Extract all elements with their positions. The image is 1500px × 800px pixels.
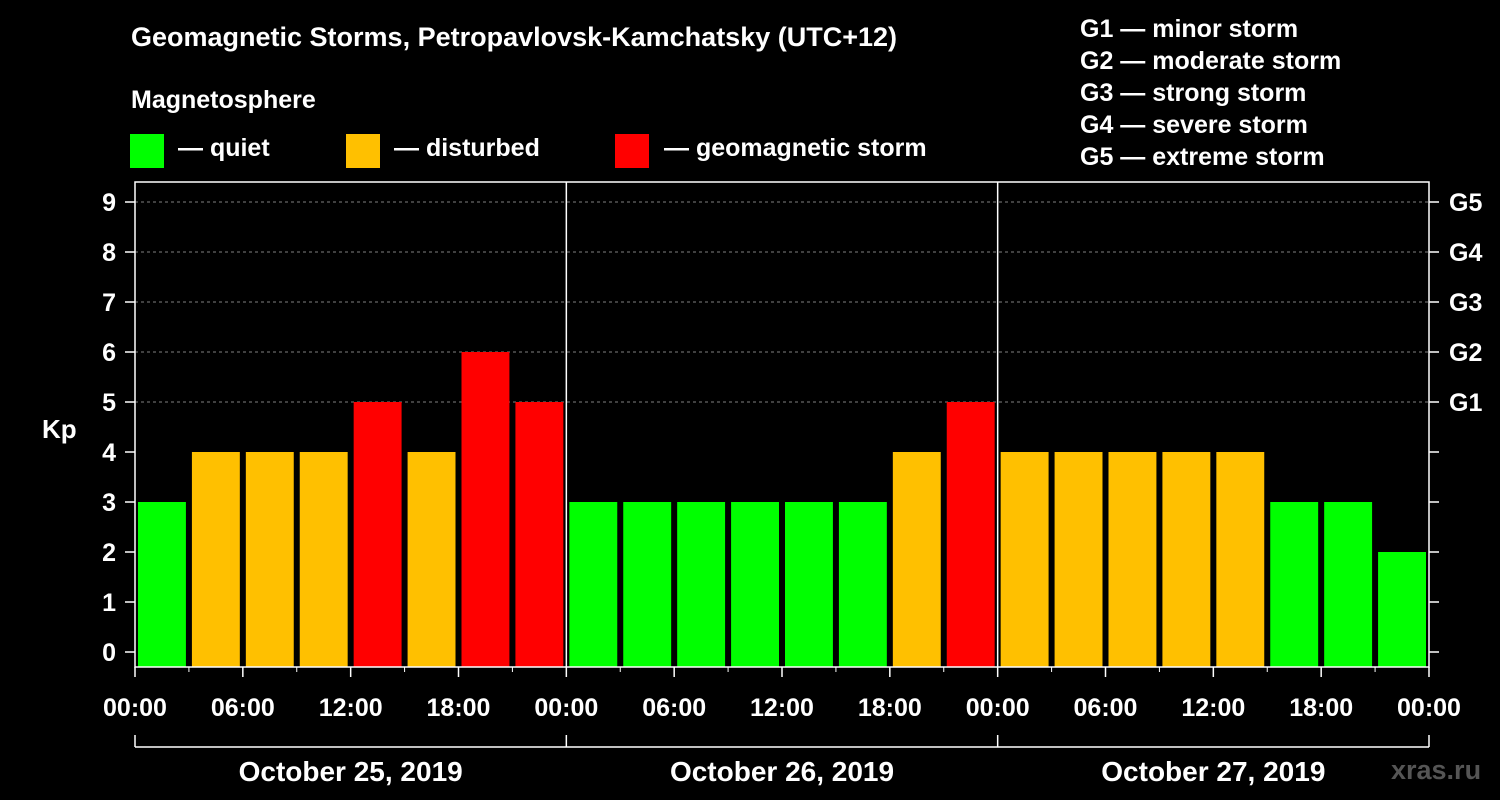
kp-bar-7 [515, 402, 564, 667]
y-tick-label-3: 3 [102, 489, 116, 517]
kp-bar-15 [946, 402, 995, 667]
kp-bar-6 [461, 352, 510, 667]
x-tick-label-10: 12:00 [1181, 694, 1245, 722]
right-tick-label-g2: G2 [1449, 339, 1482, 367]
kp-bar-1 [191, 452, 240, 667]
watermark: xras.ru [1391, 755, 1482, 785]
y-tick-label-6: 6 [102, 339, 116, 367]
kp-bar-21 [1270, 502, 1319, 667]
x-tick-label-7: 18:00 [858, 694, 922, 722]
kp-bar-22 [1324, 502, 1373, 667]
kp-bar-5 [407, 452, 456, 667]
day-label-2: October 27, 2019 [1101, 756, 1325, 787]
kp-bar-14 [892, 452, 941, 667]
x-tick-label-11: 18:00 [1289, 694, 1353, 722]
kp-bar-18 [1108, 452, 1157, 667]
g-scale-g2: G2 — moderate storm [1080, 47, 1342, 75]
y-tick-label-5: 5 [102, 389, 116, 417]
g-scale-g3: G3 — strong storm [1080, 79, 1307, 107]
y-tick-label-4: 4 [102, 439, 116, 467]
legend-swatch-storm [615, 134, 649, 168]
legend-label-storm: — geomagnetic storm [664, 134, 927, 162]
kp-bar-0 [138, 502, 186, 667]
y-tick-label-2: 2 [102, 539, 116, 567]
kp-bar-23 [1378, 552, 1426, 667]
x-tick-label-3: 18:00 [427, 694, 491, 722]
y-axis-label: Kp [42, 414, 77, 444]
kp-bar-11 [731, 502, 779, 667]
g-scale-g4: G4 — severe storm [1080, 111, 1308, 139]
g-scale-g5: G5 — extreme storm [1080, 143, 1325, 171]
y-tick-label-1: 1 [102, 589, 116, 617]
y-tick-label-9: 9 [102, 189, 116, 217]
kp-bar-2 [245, 452, 294, 667]
x-tick-label-1: 06:00 [211, 694, 275, 722]
kp-bar-17 [1054, 452, 1103, 667]
x-tick-label-2: 12:00 [319, 694, 383, 722]
right-tick-label-g3: G3 [1449, 289, 1482, 317]
x-tick-label-4: 00:00 [534, 694, 598, 722]
kp-bar-9 [623, 502, 672, 667]
g-scale-g1: G1 — minor storm [1080, 15, 1299, 43]
day-label-0: October 25, 2019 [239, 756, 463, 787]
x-tick-label-8: 00:00 [966, 694, 1030, 722]
x-tick-label-6: 12:00 [750, 694, 814, 722]
x-tick-label-9: 06:00 [1074, 694, 1138, 722]
y-tick-label-7: 7 [102, 289, 116, 317]
x-tick-label-0: 00:00 [103, 694, 167, 722]
y-tick-label-8: 8 [102, 239, 116, 267]
legend-swatch-disturbed [346, 134, 380, 168]
kp-bar-13 [838, 502, 887, 667]
day-label-1: October 26, 2019 [670, 756, 894, 787]
legend-swatch-quiet [130, 134, 164, 168]
x-tick-label-12: 00:00 [1397, 694, 1461, 722]
right-tick-label-g5: G5 [1449, 189, 1482, 217]
kp-bar-20 [1216, 452, 1265, 667]
right-tick-label-g4: G4 [1449, 239, 1482, 267]
kp-bar-19 [1162, 452, 1211, 667]
kp-bar-12 [785, 502, 833, 667]
x-tick-label-5: 06:00 [642, 694, 706, 722]
legend-label-disturbed: — disturbed [394, 134, 540, 162]
y-tick-label-0: 0 [102, 639, 116, 667]
kp-bar-10 [677, 502, 726, 667]
kp-bar-4 [353, 402, 402, 667]
legend-label-quiet: — quiet [178, 134, 270, 162]
kp-bar-16 [1000, 452, 1049, 667]
right-tick-label-g1: G1 [1449, 389, 1482, 417]
chart-title: Geomagnetic Storms, Petropavlovsk-Kamcha… [131, 22, 898, 52]
kp-bar-8 [569, 502, 618, 667]
kp-bar-3 [299, 452, 348, 667]
chart-subtitle: Magnetosphere [131, 86, 316, 114]
